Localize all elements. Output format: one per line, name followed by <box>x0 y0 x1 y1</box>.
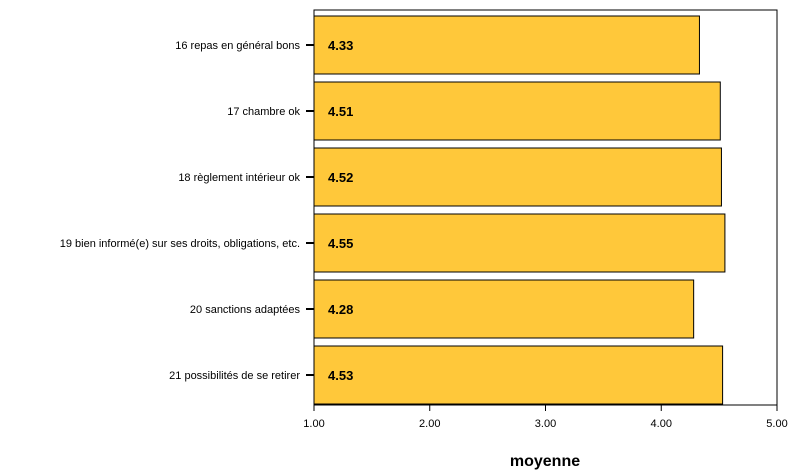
x-tick-label-5: 5.00 <box>766 418 787 430</box>
bar-1 <box>313 15 700 75</box>
bar-value-label-3: 4.52 <box>328 170 353 185</box>
category-label-5: 20 sanctions adaptées <box>190 304 301 316</box>
bar-3 <box>313 147 722 207</box>
bars-group: 4.33 4.51 4.52 4.55 4.28 4.53 <box>313 15 726 405</box>
bar-5 <box>313 279 695 339</box>
category-label-2: 17 chambre ok <box>227 106 300 118</box>
category-label-1: 16 repas en général bons <box>175 40 300 52</box>
bar-2 <box>313 81 721 141</box>
category-label-3: 18 règlement intérieur ok <box>178 172 300 184</box>
category-axis: 16 repas en général bons 17 chambre ok 18 … <box>60 40 314 382</box>
plot-frame <box>313 9 778 406</box>
x-tick-label-4: 4.00 <box>651 418 672 430</box>
bar-value-label-5: 4.28 <box>328 302 353 317</box>
x-tick-label-1: 1.00 <box>303 418 324 430</box>
bar-value-label-6: 4.53 <box>328 368 353 383</box>
bar-value-label-4: 4.55 <box>328 236 353 251</box>
bar-6 <box>313 345 724 405</box>
bar-4 <box>313 213 726 273</box>
category-label-6: 21 possibilités de se retirer <box>169 370 300 382</box>
x-axis-title: moyenne <box>510 453 580 470</box>
category-label-4: 19 bien informé(e) sur ses droits, oblig… <box>60 238 300 250</box>
value-axis: 1.00 2.00 3.00 4.00 5.00 <box>303 405 788 430</box>
x-tick-label-2: 2.00 <box>419 418 440 430</box>
x-tick-label-3: 3.00 <box>535 418 556 430</box>
bar-value-label-1: 4.33 <box>328 38 353 53</box>
bar-value-label-2: 4.51 <box>328 104 353 119</box>
